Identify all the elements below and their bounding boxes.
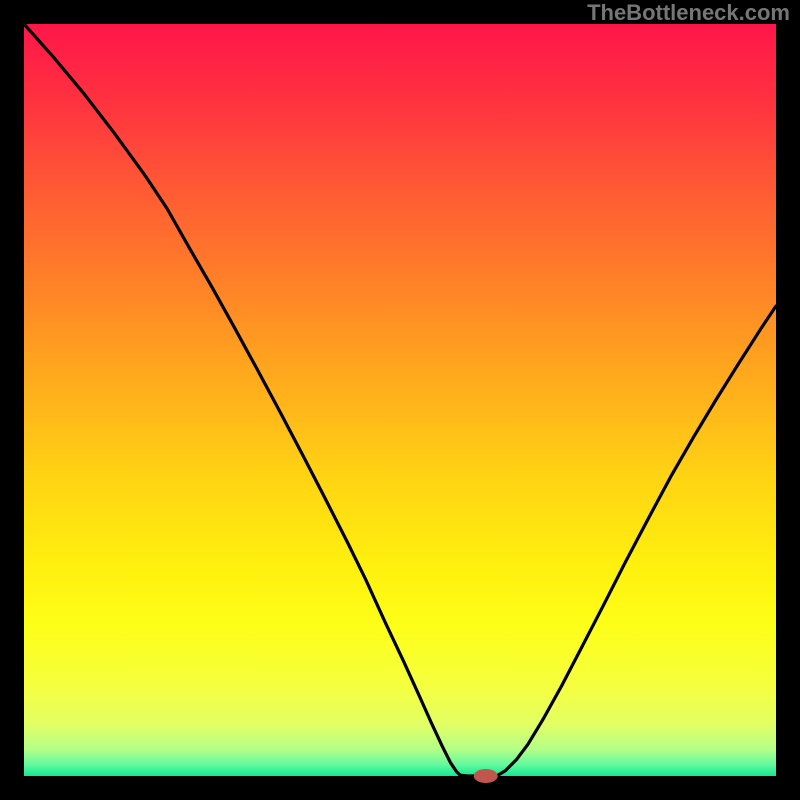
chart-frame: TheBottleneck.com: [0, 0, 800, 800]
watermark-text: TheBottleneck.com: [587, 0, 790, 26]
curve-layer: [0, 0, 800, 800]
bottleneck-curve: [24, 24, 776, 776]
optimal-point-marker: [474, 769, 498, 783]
